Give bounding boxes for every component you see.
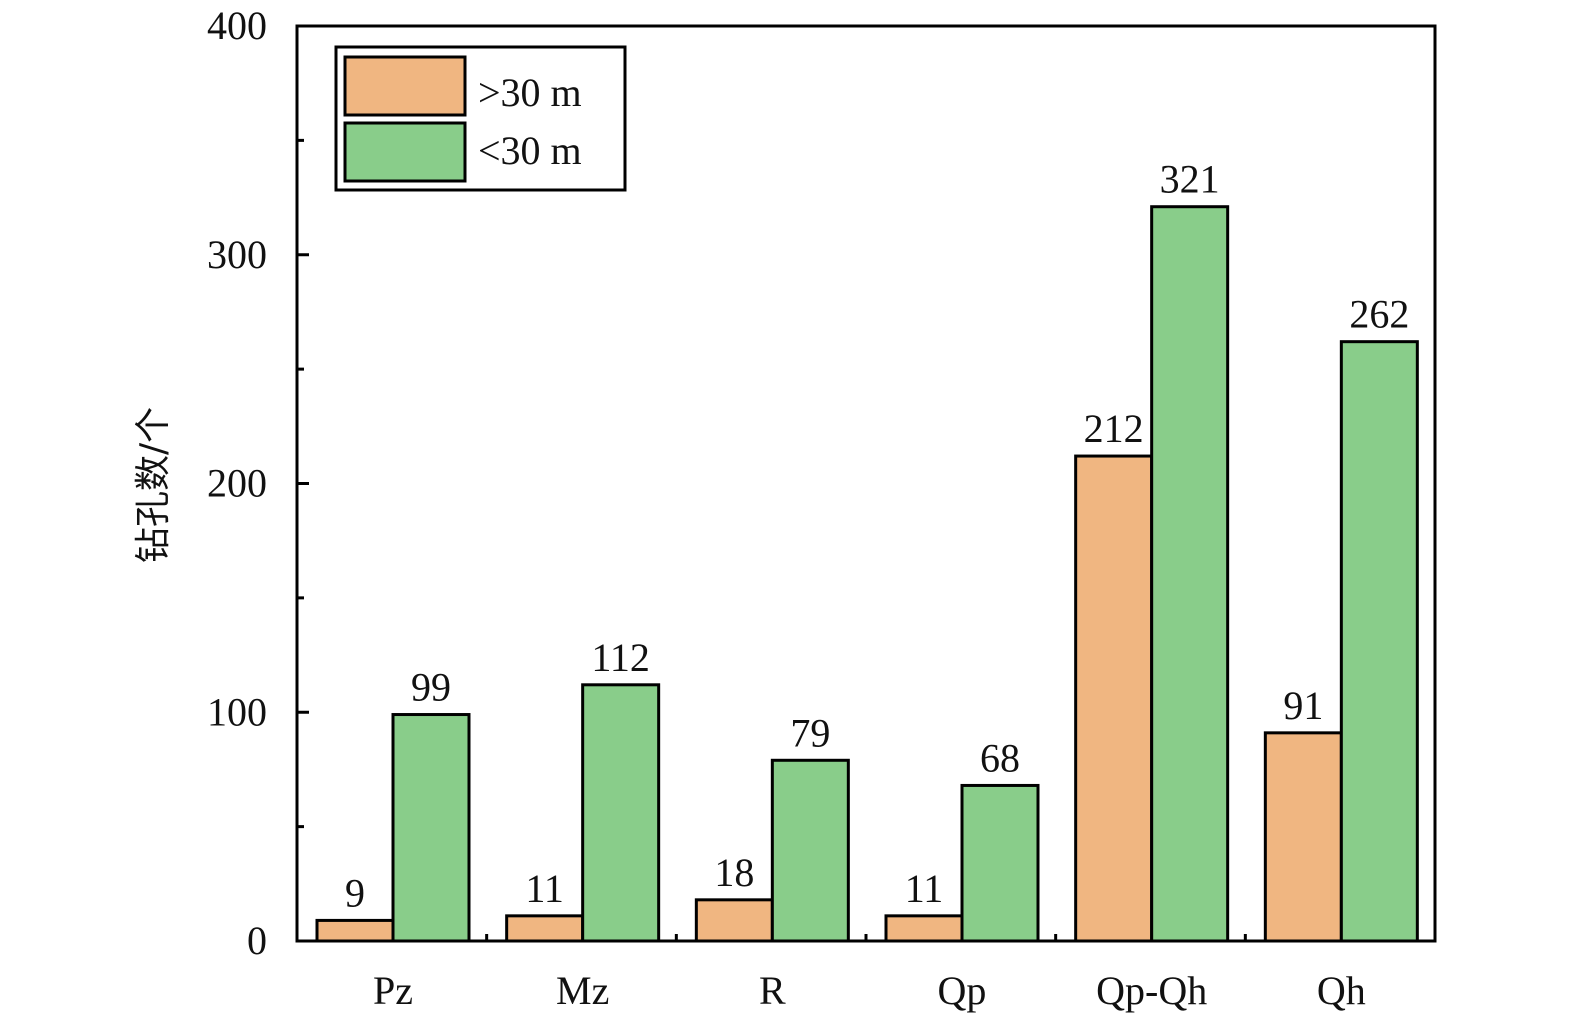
- axes: Pz Mz R Qp Qp-Qh Qh 0 100 200 300 400: [207, 3, 1437, 1013]
- y-tick-label-300: 300: [207, 232, 267, 277]
- data-label-pz-under-30m: 99: [411, 665, 451, 710]
- x-tick-label-qp: Qp: [938, 968, 987, 1013]
- data-label-qh-under-30m: 262: [1349, 292, 1409, 337]
- data-label-qp-under-30m: 68: [980, 735, 1020, 780]
- data-label-qp-qh-over-30m: 212: [1084, 406, 1144, 451]
- legend-swatch-over-30m: [343, 55, 467, 117]
- bar-pz-under-30m: [391, 713, 471, 943]
- data-label-r-over-30m: 18: [714, 850, 754, 895]
- y-tick-label-100: 100: [207, 689, 267, 734]
- x-tick-label-mz: Mz: [556, 968, 609, 1013]
- bar-qh-under-30m: [1339, 340, 1419, 943]
- bar-qp-qh-over-30m: [1074, 454, 1154, 943]
- data-label-qh-over-30m: 91: [1283, 683, 1323, 728]
- data-label-mz-under-30m: 112: [591, 635, 650, 680]
- bar-r-under-30m: [770, 758, 850, 943]
- bar-r-over-30m: [694, 898, 774, 943]
- bar-mz-under-30m: [581, 683, 661, 943]
- bar-qp-qh-under-30m: [1150, 205, 1230, 943]
- bar-pz-over-30m: [315, 918, 395, 943]
- x-tick-label-qh: Qh: [1317, 968, 1366, 1013]
- data-label-mz-over-30m: 11: [525, 866, 564, 911]
- bar-qp-under-30m: [960, 783, 1040, 943]
- bar-qh-over-30m: [1263, 731, 1343, 943]
- legend-label-over-30m: >30 m: [478, 70, 582, 115]
- y-axis-label: 钻孔数/个: [133, 407, 174, 563]
- y-tick-label-400: 400: [207, 3, 267, 48]
- legend-swatch-under-30m: [343, 121, 467, 183]
- legend: >30 m <30 m: [334, 45, 627, 192]
- data-label-pz-over-30m: 9: [345, 870, 365, 915]
- y-tick-label-200: 200: [207, 461, 267, 506]
- bar-mz-over-30m: [505, 914, 585, 943]
- x-tick-label-r: R: [759, 968, 786, 1013]
- data-label-r-under-30m: 79: [790, 710, 830, 755]
- data-label-qp-over-30m: 11: [905, 866, 944, 911]
- bar-qp-over-30m: [884, 914, 964, 943]
- data-label-qp-qh-under-30m: 321: [1160, 157, 1220, 202]
- y-tick-label-0: 0: [247, 918, 267, 963]
- legend-label-under-30m: <30 m: [478, 128, 582, 173]
- x-tick-label-qp-qh: Qp-Qh: [1096, 968, 1207, 1013]
- x-tick-label-pz: Pz: [373, 968, 413, 1013]
